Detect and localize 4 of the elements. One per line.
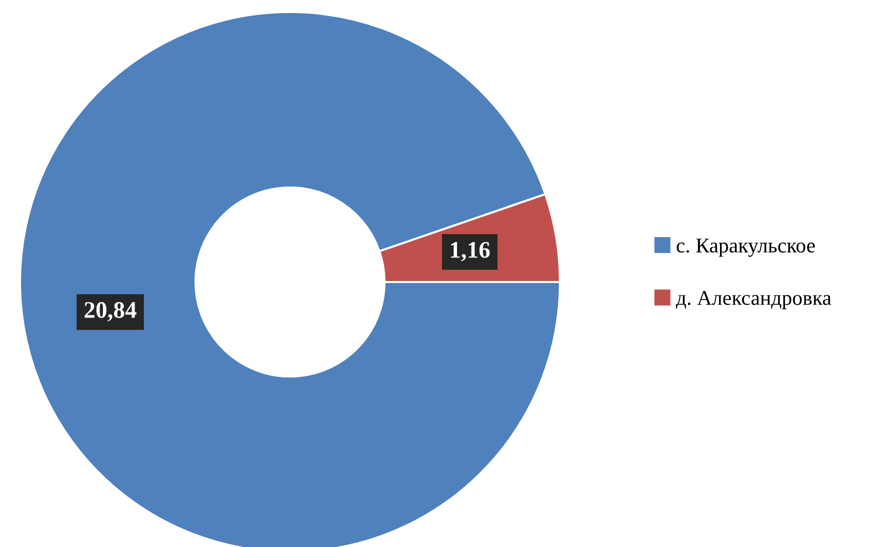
data-label: 20,84 [84,302,136,322]
legend-label: с. Каракульское [676,238,815,257]
data-label: 1,16 [450,242,490,262]
legend-label: д. Александровка [676,291,832,310]
